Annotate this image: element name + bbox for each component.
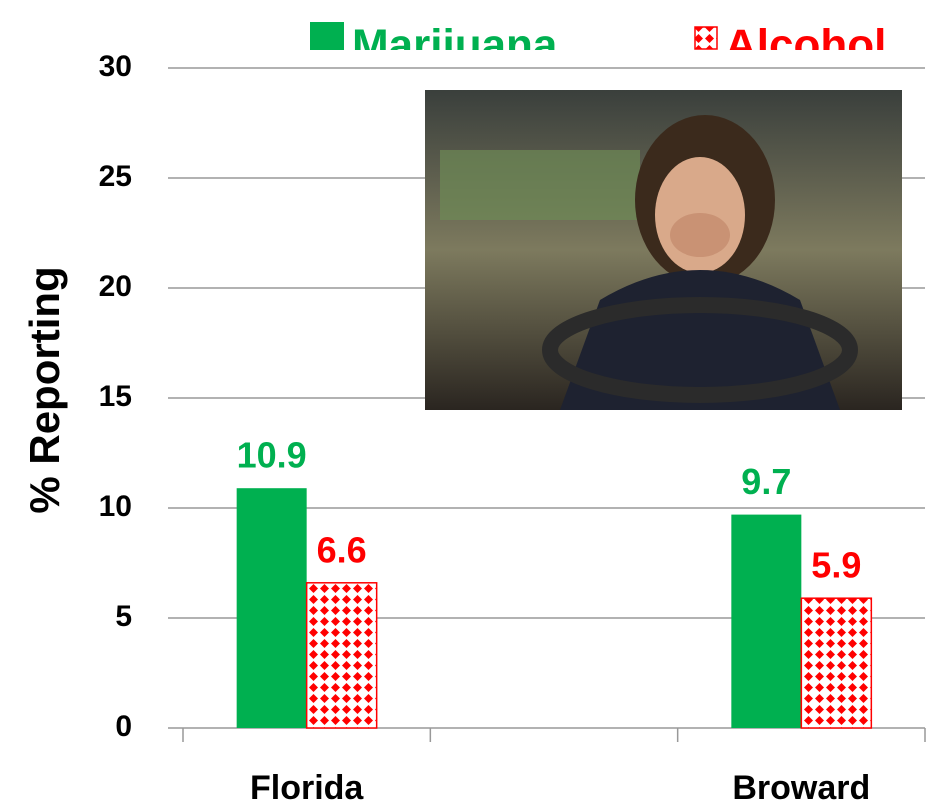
legend-label: Alcohol (725, 21, 886, 70)
legend: Marijuana Alcohol (310, 21, 886, 70)
y-tick-label: 15 (99, 380, 132, 413)
legend-swatch (310, 22, 344, 50)
value-label: 6.6 (317, 529, 367, 570)
legend-swatch (695, 27, 717, 49)
chart: Marijuana Alcohol 0 5 10 15 20 25 30 % Reporting… (0, 0, 930, 808)
x-tick-label: Broward (732, 769, 870, 807)
y-tick-label: 20 (99, 270, 132, 303)
x-tick-label: Florida (250, 769, 364, 807)
y-tick-label: 0 (115, 710, 132, 743)
bar (237, 488, 307, 728)
legend-label: Marijuana (352, 21, 558, 70)
value-label: 5.9 (811, 545, 861, 586)
y-tick-label: 5 (115, 600, 132, 633)
photo (425, 90, 902, 410)
bar (801, 598, 871, 728)
bar (731, 515, 801, 728)
y-tick-label: 10 (99, 490, 132, 523)
bar (307, 583, 377, 728)
value-label: 9.7 (741, 461, 791, 502)
y-tick-label: 30 (99, 50, 132, 83)
value-label: 10.9 (237, 435, 307, 476)
y-tick-label: 25 (99, 160, 132, 193)
y-axis-label: % Reporting (21, 266, 68, 513)
